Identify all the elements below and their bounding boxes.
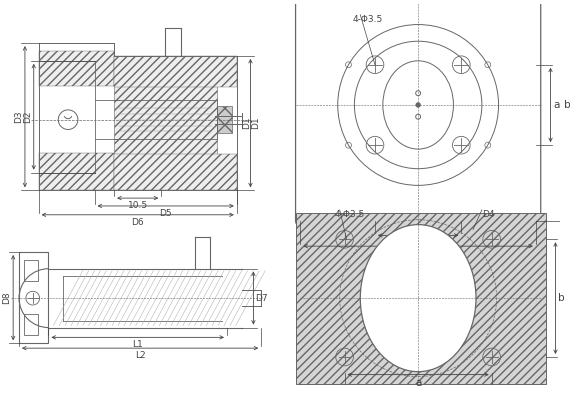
- Text: a: a: [415, 238, 421, 248]
- Bar: [19, 252, 48, 343]
- Text: 10.5: 10.5: [128, 201, 148, 210]
- Bar: [39, 153, 114, 190]
- Text: b: b: [559, 293, 565, 303]
- Bar: [114, 85, 217, 154]
- Bar: [217, 106, 232, 133]
- Text: b: b: [415, 249, 421, 259]
- Text: a: a: [415, 377, 421, 388]
- Bar: [39, 51, 114, 86]
- Text: D7: D7: [255, 294, 268, 303]
- Text: D5: D5: [160, 209, 172, 218]
- Ellipse shape: [360, 224, 476, 372]
- Text: D8: D8: [2, 292, 11, 304]
- Text: D2: D2: [23, 111, 32, 123]
- Text: b: b: [564, 100, 570, 110]
- Text: D1: D1: [251, 117, 260, 129]
- Bar: [114, 154, 237, 190]
- Text: D1: D1: [242, 117, 251, 129]
- Text: 4-Φ3.5: 4-Φ3.5: [335, 210, 365, 219]
- Text: L2: L2: [135, 351, 145, 360]
- Bar: [114, 56, 237, 87]
- Text: D6: D6: [131, 218, 144, 227]
- Text: a: a: [553, 100, 560, 110]
- Bar: [296, 213, 545, 384]
- Text: D4: D4: [482, 210, 494, 219]
- Circle shape: [416, 103, 420, 107]
- Text: 4-Φ3.5: 4-Φ3.5: [352, 15, 382, 24]
- Bar: [24, 260, 38, 282]
- Text: D3: D3: [14, 111, 23, 123]
- Text: L1: L1: [132, 340, 143, 349]
- Bar: [24, 314, 38, 335]
